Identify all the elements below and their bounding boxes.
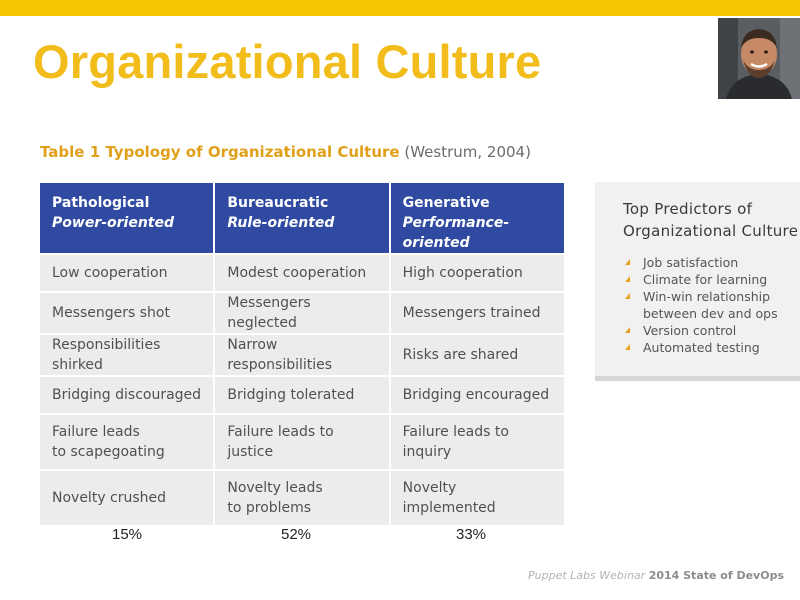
- table-row: Low cooperation Modest cooperation High …: [40, 255, 564, 291]
- bullet-icon: [625, 344, 630, 350]
- list-item: Automated testing: [625, 339, 797, 356]
- table-cell: Messengers neglected: [215, 293, 389, 333]
- table-cell: Novelty crushed: [40, 471, 214, 525]
- top-accent-bar: [0, 0, 800, 16]
- table-cell: Novelty implemented: [390, 471, 564, 525]
- header-subtitle: Performance-oriented: [402, 215, 510, 251]
- percentage-bureaucratic: 52%: [281, 526, 312, 543]
- culture-typology-table: Pathological Power-oriented Bureaucratic…: [38, 181, 566, 527]
- bullet-icon: [625, 327, 630, 333]
- table-row: Failure leads to scapegoating Failure le…: [40, 415, 564, 469]
- header-pathological: Pathological Power-oriented: [40, 183, 214, 253]
- table-cell: Bridging encouraged: [390, 377, 564, 413]
- table-row: Bridging discouraged Bridging tolerated …: [40, 377, 564, 413]
- table-cell: Low cooperation: [40, 255, 214, 291]
- list-item: Climate for learning: [625, 271, 797, 288]
- table-cell: Messengers shot: [40, 293, 214, 333]
- bullet-icon: [625, 276, 630, 282]
- percentage-generative: 33%: [456, 526, 487, 543]
- table-cell: Narrow responsibilities: [215, 335, 389, 375]
- table-cell: Responsibilities shirked: [40, 335, 214, 375]
- header-title: Generative: [402, 195, 490, 211]
- predictors-list: Job satisfaction Climate for learning Wi…: [625, 254, 797, 356]
- header-bureaucratic: Bureaucratic Rule-oriented: [215, 183, 389, 253]
- list-item: Version control: [625, 322, 797, 339]
- table-cell: Bridging tolerated: [215, 377, 389, 413]
- table-caption-citation: (Westrum, 2004): [399, 143, 531, 161]
- table-caption-title: Table 1 Typology of Organizational Cultu…: [40, 143, 400, 161]
- header-generative: Generative Performance-oriented: [390, 183, 564, 253]
- footer-source: Puppet Labs Webinar: [528, 569, 646, 582]
- table-cell: Messengers trained: [390, 293, 564, 333]
- table-cell: Bridging discouraged: [40, 377, 214, 413]
- table-cell: Novelty leads to problems: [215, 471, 389, 525]
- header-subtitle: Power-oriented: [52, 215, 175, 231]
- table-cell: High cooperation: [390, 255, 564, 291]
- table-cell: Modest cooperation: [215, 255, 389, 291]
- table-row: Responsibilities shirked Narrow responsi…: [40, 335, 564, 375]
- footer-report: 2014 State of DevOps: [648, 569, 784, 582]
- header-title: Bureaucratic: [227, 195, 329, 211]
- slide-title: Organizational Culture: [33, 35, 542, 88]
- table-cell: Risks are shared: [390, 335, 564, 375]
- table-row: Novelty crushed Novelty leads to problem…: [40, 471, 564, 525]
- slide-footer: Puppet Labs Webinar 2014 State of DevOps: [528, 569, 784, 582]
- table-cell: Failure leads to scapegoating: [40, 415, 214, 469]
- table-header-row: Pathological Power-oriented Bureaucratic…: [40, 183, 564, 253]
- presenter-photo: [718, 18, 800, 99]
- bullet-icon: [625, 293, 630, 299]
- table-cell: Failure leads to justice: [215, 415, 389, 469]
- top-predictors-panel: Top Predictors of Organizational Culture…: [595, 182, 800, 381]
- table-caption: Table 1 Typology of Organizational Cultu…: [40, 143, 531, 161]
- percentage-pathological: 15%: [112, 526, 143, 543]
- table-row: Messengers shot Messengers neglected Mes…: [40, 293, 564, 333]
- list-item: Win-win relationship between dev and ops: [625, 288, 797, 322]
- list-item: Job satisfaction: [625, 254, 797, 271]
- bullet-icon: [625, 259, 630, 265]
- table-cell: Failure leads to inquiry: [390, 415, 564, 469]
- predictors-title: Top Predictors of Organizational Culture: [623, 200, 799, 240]
- header-title: Pathological: [52, 195, 150, 211]
- header-subtitle: Rule-oriented: [227, 215, 335, 231]
